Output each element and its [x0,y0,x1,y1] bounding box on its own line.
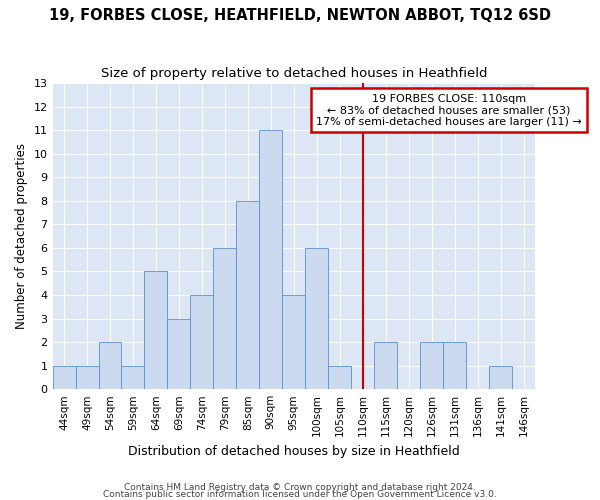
Bar [167,318,190,389]
Text: 19, FORBES CLOSE, HEATHFIELD, NEWTON ABBOT, TQ12 6SD: 19, FORBES CLOSE, HEATHFIELD, NEWTON ABB… [49,8,551,22]
Bar [259,130,283,389]
Title: Size of property relative to detached houses in Heathfield: Size of property relative to detached ho… [101,68,487,80]
Bar [443,342,466,389]
Bar [305,248,328,389]
Bar [53,366,76,389]
Bar [420,342,443,389]
Bar [283,295,305,389]
Y-axis label: Number of detached properties: Number of detached properties [15,143,28,329]
Bar [328,366,352,389]
Bar [145,272,167,389]
Bar [121,366,145,389]
Bar [489,366,512,389]
Bar [374,342,397,389]
X-axis label: Distribution of detached houses by size in Heathfield: Distribution of detached houses by size … [128,444,460,458]
Bar [236,201,259,389]
Bar [76,366,98,389]
Bar [98,342,121,389]
Text: 19 FORBES CLOSE: 110sqm
← 83% of detached houses are smaller (53)
17% of semi-de: 19 FORBES CLOSE: 110sqm ← 83% of detache… [316,94,582,127]
Bar [190,295,214,389]
Bar [214,248,236,389]
Text: Contains HM Land Registry data © Crown copyright and database right 2024.: Contains HM Land Registry data © Crown c… [124,484,476,492]
Text: Contains public sector information licensed under the Open Government Licence v3: Contains public sector information licen… [103,490,497,499]
